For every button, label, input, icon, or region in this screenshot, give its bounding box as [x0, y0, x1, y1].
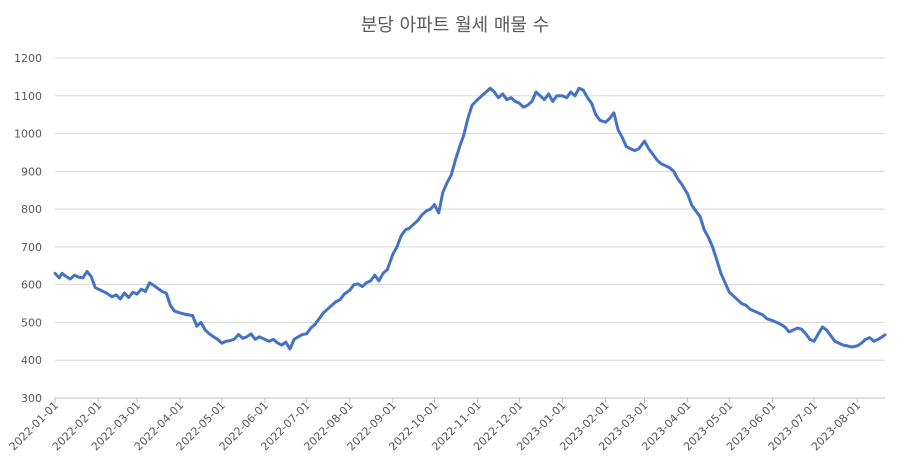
- y-tick-label: 900: [21, 165, 42, 178]
- y-tick-label: 1200: [14, 52, 42, 65]
- series-line-0: [53, 86, 887, 351]
- gridlines: [55, 57, 885, 399]
- y-tick-label: 400: [21, 354, 42, 367]
- y-axis-ticks: 300 400 500 600 700 800 900 1000 1100 1200: [14, 52, 42, 405]
- series-layer: [53, 86, 887, 351]
- y-tick-label: 1000: [14, 128, 42, 141]
- y-tick-label: 500: [21, 316, 42, 329]
- y-tick-label: 700: [21, 241, 42, 254]
- y-tick-label: 800: [21, 203, 42, 216]
- y-tick-label: 600: [21, 279, 42, 292]
- x-axis-ticks: 2022-01-012022-02-012022-03-012022-04-01…: [7, 398, 863, 453]
- chart-title: 분당 아파트 월세 매물 수: [361, 15, 550, 36]
- y-tick-label: 300: [21, 392, 42, 405]
- y-tick-label: 1100: [14, 90, 42, 103]
